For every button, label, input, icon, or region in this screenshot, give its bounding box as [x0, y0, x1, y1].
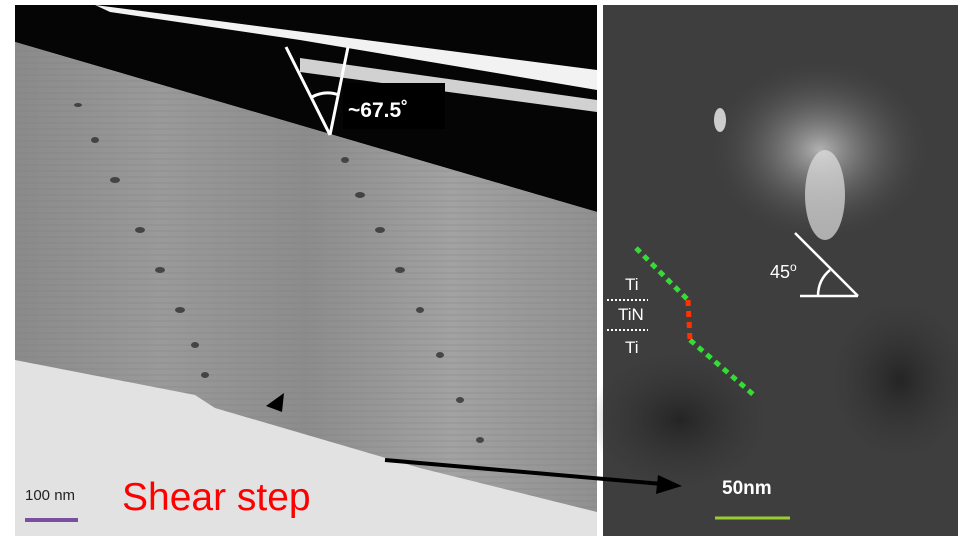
scale-label: 50nm [722, 478, 772, 499]
angle-unit: o [790, 260, 797, 274]
annotation-label: Shear step [122, 476, 311, 519]
bright-spot [714, 108, 726, 132]
dark-region [590, 350, 770, 490]
page: ~67.5˚ 100 nm Shear step Ti TiN Ti 45o 5… [0, 0, 958, 536]
layer-label: Ti [625, 338, 639, 357]
angle-value: 45 [770, 262, 790, 282]
scale-label: 100 nm [25, 487, 75, 504]
right-panel: Ti TiN Ti 45o 50nm [590, 5, 958, 536]
layer-label: Ti [625, 275, 639, 294]
figure: ~67.5˚ 100 nm Shear step Ti TiN Ti 45o 5… [0, 0, 958, 536]
angle-label: ~67.5˚ [348, 99, 408, 122]
left-panel: ~67.5˚ 100 nm Shear step [15, 5, 597, 536]
layer-label: TiN [618, 305, 644, 324]
bright-spot [805, 150, 845, 240]
